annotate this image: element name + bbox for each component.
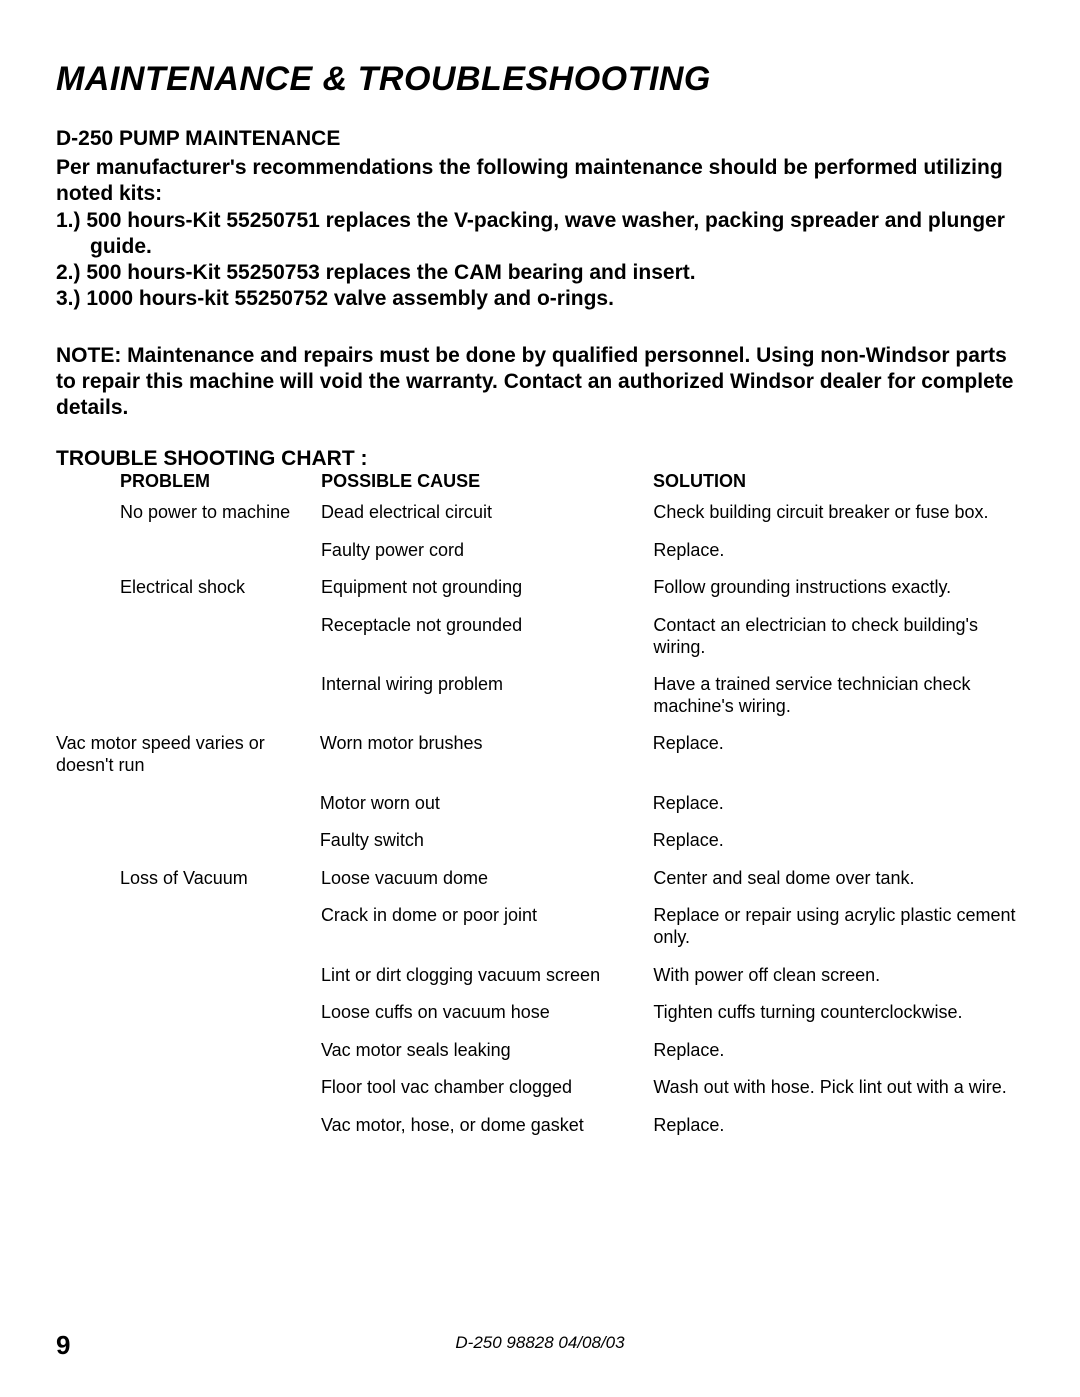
cause-cell: Loose vacuum dome xyxy=(321,868,653,890)
troubleshooting-row: No power to machineDead electrical circu… xyxy=(56,502,1024,524)
solution-cell: Replace. xyxy=(653,1115,1024,1137)
problem-cell xyxy=(56,615,321,658)
troubleshooting-chart-heading: TROUBLE SHOOTING CHART : xyxy=(56,447,1024,471)
maintenance-kit-item: 2.) 500 hours-Kit 55250753 replaces the … xyxy=(56,260,1024,286)
problem-cell xyxy=(56,1040,321,1062)
col-header-cause: POSSIBLE CAUSE xyxy=(321,471,653,492)
page-number: 9 xyxy=(56,1330,70,1361)
cause-cell: Receptacle not grounded xyxy=(321,615,653,658)
troubleshooting-row: Loose cuffs on vacuum hoseTighten cuffs … xyxy=(56,1002,1024,1024)
solution-cell: With power off clean screen. xyxy=(653,965,1024,987)
troubleshooting-header-row: PROBLEM POSSIBLE CAUSE SOLUTION xyxy=(56,471,1024,492)
maintenance-kit-item: 1.) 500 hours-Kit 55250751 replaces the … xyxy=(56,208,1024,261)
problem-cell xyxy=(56,905,321,948)
maintenance-note: NOTE: Maintenance and repairs must be do… xyxy=(56,343,1024,422)
cause-cell: Dead electrical circuit xyxy=(321,502,653,524)
cause-cell: Vac motor seals leaking xyxy=(321,1040,653,1062)
problem-cell xyxy=(56,830,320,852)
troubleshooting-row: Vac motor speed varies or doesn't runWor… xyxy=(56,733,1024,776)
troubleshooting-row: Electrical shockEquipment not groundingF… xyxy=(56,577,1024,599)
troubleshooting-row: Loss of VacuumLoose vacuum domeCenter an… xyxy=(56,868,1024,890)
solution-cell: Replace. xyxy=(653,793,1024,815)
solution-cell: Contact an electrician to check building… xyxy=(653,615,1024,658)
problem-cell xyxy=(56,965,321,987)
cause-cell: Internal wiring problem xyxy=(321,674,653,717)
problem-cell xyxy=(56,674,321,717)
maintenance-intro: Per manufacturer's recommendations the f… xyxy=(56,155,1024,208)
troubleshooting-row: Vac motor, hose, or dome gasketReplace. xyxy=(56,1115,1024,1137)
cause-cell: Vac motor, hose, or dome gasket xyxy=(321,1115,653,1137)
col-header-solution: SOLUTION xyxy=(653,471,1024,492)
cause-cell: Floor tool vac chamber clogged xyxy=(321,1077,653,1099)
troubleshooting-row: Internal wiring problemHave a trained se… xyxy=(56,674,1024,717)
solution-cell: Replace. xyxy=(653,1040,1024,1062)
troubleshooting-body: No power to machineDead electrical circu… xyxy=(56,502,1024,1136)
solution-cell: Replace. xyxy=(653,830,1024,852)
problem-cell xyxy=(56,540,321,562)
maintenance-kit-list: 1.) 500 hours-Kit 55250751 replaces the … xyxy=(56,208,1024,313)
cause-cell: Loose cuffs on vacuum hose xyxy=(321,1002,653,1024)
cause-cell: Equipment not grounding xyxy=(321,577,653,599)
page-title: MAINTENANCE & TROUBLESHOOTING xyxy=(56,60,1024,99)
col-header-problem: PROBLEM xyxy=(56,471,321,492)
cause-cell: Lint or dirt clogging vacuum screen xyxy=(321,965,653,987)
cause-cell: Worn motor brushes xyxy=(320,733,653,776)
solution-cell: Follow grounding instructions exactly. xyxy=(653,577,1024,599)
problem-cell: Loss of Vacuum xyxy=(56,868,321,890)
problem-cell xyxy=(56,1002,321,1024)
solution-cell: Have a trained service technician check … xyxy=(653,674,1024,717)
cause-cell: Faulty power cord xyxy=(321,540,653,562)
troubleshooting-row: Faulty switchReplace. xyxy=(56,830,1024,852)
page: MAINTENANCE & TROUBLESHOOTING D-250 PUMP… xyxy=(0,0,1080,1397)
troubleshooting-row: Vac motor seals leakingReplace. xyxy=(56,1040,1024,1062)
troubleshooting-row: Faulty power cordReplace. xyxy=(56,540,1024,562)
solution-cell: Check building circuit breaker or fuse b… xyxy=(653,502,1024,524)
maintenance-kit-item: 3.) 1000 hours-kit 55250752 valve assemb… xyxy=(56,286,1024,312)
troubleshooting-row: Floor tool vac chamber cloggedWash out w… xyxy=(56,1077,1024,1099)
solution-cell: Wash out with hose. Pick lint out with a… xyxy=(653,1077,1024,1099)
solution-cell: Replace. xyxy=(653,733,1024,776)
footer-text: D-250 98828 04/08/03 xyxy=(0,1333,1080,1353)
problem-cell: No power to machine xyxy=(56,502,321,524)
solution-cell: Tighten cuffs turning counterclockwise. xyxy=(653,1002,1024,1024)
cause-cell: Faulty switch xyxy=(320,830,653,852)
solution-cell: Replace. xyxy=(653,540,1024,562)
troubleshooting-row: Receptacle not groundedContact an electr… xyxy=(56,615,1024,658)
pump-maintenance-heading: D-250 PUMP MAINTENANCE xyxy=(56,127,1024,151)
problem-cell: Vac motor speed varies or doesn't run xyxy=(56,733,320,776)
troubleshooting-row: Lint or dirt clogging vacuum screenWith … xyxy=(56,965,1024,987)
solution-cell: Center and seal dome over tank. xyxy=(653,868,1024,890)
problem-cell: Electrical shock xyxy=(56,577,321,599)
troubleshooting-row: Motor worn outReplace. xyxy=(56,793,1024,815)
cause-cell: Crack in dome or poor joint xyxy=(321,905,653,948)
problem-cell xyxy=(56,793,320,815)
troubleshooting-row: Crack in dome or poor jointReplace or re… xyxy=(56,905,1024,948)
cause-cell: Motor worn out xyxy=(320,793,653,815)
solution-cell: Replace or repair using acrylic plastic … xyxy=(653,905,1024,948)
problem-cell xyxy=(56,1077,321,1099)
problem-cell xyxy=(56,1115,321,1137)
